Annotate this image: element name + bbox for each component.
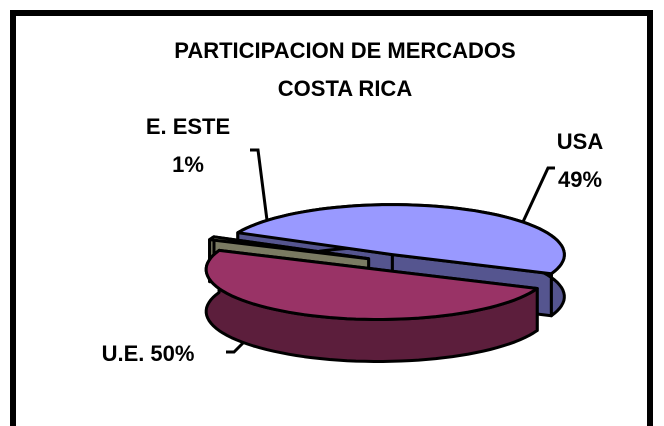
leader-line	[250, 148, 270, 229]
category-label: U.E.	[102, 341, 145, 366]
slice-label: U.E. 50%	[102, 341, 195, 366]
value-label: 1%	[172, 152, 204, 177]
chart-title: PARTICIPACION DE MERCADOS	[174, 38, 515, 63]
category-label: E. ESTE	[146, 114, 230, 139]
leader-line	[226, 338, 248, 354]
slice	[236, 203, 566, 276]
pie	[204, 203, 566, 363]
chart-subtitle: COSTA RICA	[278, 76, 413, 101]
labels: USA 49% U.E. 50% E. ESTE 1%	[102, 114, 604, 366]
category-label: USA	[557, 129, 604, 154]
slice	[204, 248, 539, 321]
value-label: 50%	[150, 341, 194, 366]
slice	[208, 235, 371, 261]
value-label: 49%	[558, 167, 602, 192]
leader-line	[520, 166, 555, 225]
leader-lines	[226, 148, 555, 354]
